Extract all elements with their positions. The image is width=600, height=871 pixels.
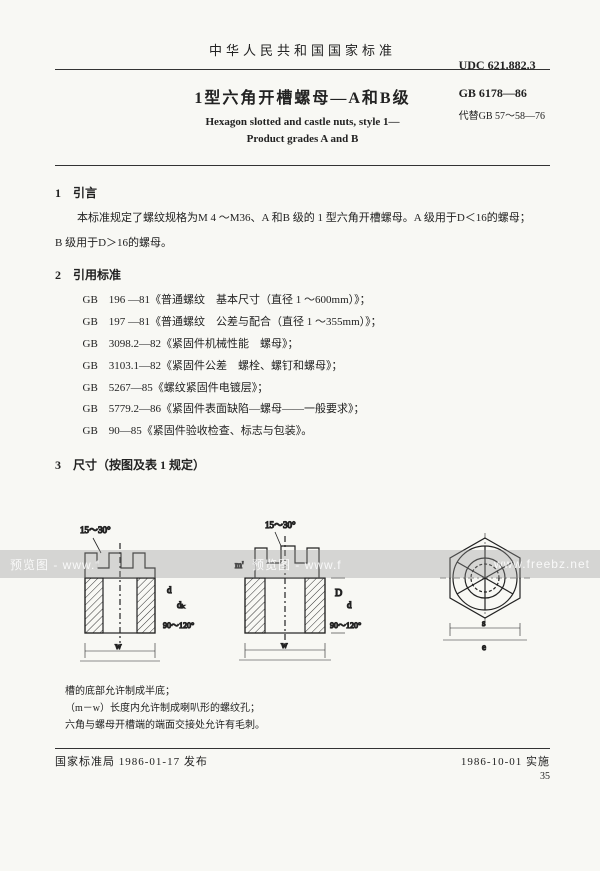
svg-text:d: d: [347, 600, 352, 610]
title-en-line2: Product grades A and B: [55, 131, 550, 148]
page-number: 35: [55, 771, 550, 782]
note-line: 六角与螺母开槽端的端面交接处允许有毛刺。: [65, 717, 550, 734]
ref-item: GB 196 —81《普通螺纹 基本尺寸（直径 1 ～600mm）》；: [83, 291, 551, 311]
ref-item: GB 197 —81《普通螺纹 公差与配合（直径 1 ～355mm）》；: [83, 313, 551, 333]
replace-code: 代替GB 57～58—76: [459, 108, 545, 126]
svg-text:e: e: [482, 642, 486, 652]
svg-text:90～120°: 90～120°: [330, 621, 361, 630]
svg-text:15～30°: 15～30°: [265, 520, 296, 530]
ref-item: GB 5267—85《螺纹紧固件电镀层》；: [83, 379, 551, 399]
sec1-p1: 本标准规定了螺纹规格为M 4 ～M36、A 和B 级的 1 型六角开槽螺母。A …: [55, 209, 550, 228]
ref-item: GB 3098.2—82《紧固件机械性能 螺母》；: [83, 335, 551, 355]
header-codes: UDC 621.882.3 GB 6178—86 代替GB 57～58—76: [459, 55, 545, 126]
note-line: 槽的底部允许制成半底；: [65, 683, 550, 700]
udc-code: UDC 621.882.3: [459, 55, 545, 77]
footer-rule: [55, 748, 550, 749]
technical-drawing: 15～30° w m d dₖ 90～120°: [55, 503, 550, 663]
ref-item: GB 5779.2—86《紧固件表面缺陷—螺母——一般要求》；: [83, 400, 551, 420]
svg-text:w: w: [115, 641, 122, 651]
angle-label: 15～30°: [80, 525, 111, 535]
reference-list: GB 196 —81《普通螺纹 基本尺寸（直径 1 ～600mm）》； GB 1…: [55, 291, 550, 442]
sec1-heading: 1 引言: [55, 184, 550, 201]
watermark-text: 预览图 - www.f: [10, 556, 100, 573]
sec2-heading: 2 引用标准: [55, 266, 550, 283]
footer-effective: 1986-10-01 实施: [461, 753, 550, 769]
footer: 国家标准局 1986-01-17 发布 1986-10-01 实施: [55, 753, 550, 769]
watermark-text: www.freebz.net: [494, 557, 590, 571]
ref-item: GB 3103.1—82《紧固件公差 螺栓、螺钉和螺母》；: [83, 357, 551, 377]
section-divider: [55, 165, 550, 166]
watermark-bar: 预览图 - www.f 预览图 - www.f www.freebz.net: [0, 550, 600, 578]
ref-item: GB 90—85《紧固件验收检查、标志与包装》。: [83, 422, 551, 442]
svg-text:m: m: [281, 662, 288, 663]
gb-code: GB 6178—86: [459, 83, 545, 105]
footnotes: 槽的底部允许制成半底； （m－w）长度内允许制成喇叭形的螺纹孔； 六角与螺母开槽…: [55, 683, 550, 734]
sec1-p2: B 级用于D＞16的螺母。: [55, 234, 550, 253]
watermark-text: 预览图 - www.f: [252, 556, 342, 573]
note-line: （m－w）长度内允许制成喇叭形的螺纹孔；: [65, 700, 550, 717]
svg-text:w: w: [281, 640, 288, 650]
sec3-heading: 3 尺寸（按图及表 1 规定）: [55, 456, 550, 473]
footer-issue: 国家标准局 1986-01-17 发布: [55, 753, 208, 769]
svg-text:D: D: [335, 588, 342, 599]
svg-text:s: s: [482, 618, 486, 628]
svg-text:90～120°: 90～120°: [163, 621, 194, 630]
svg-text:d: d: [167, 585, 172, 595]
svg-text:dₖ: dₖ: [177, 600, 186, 610]
